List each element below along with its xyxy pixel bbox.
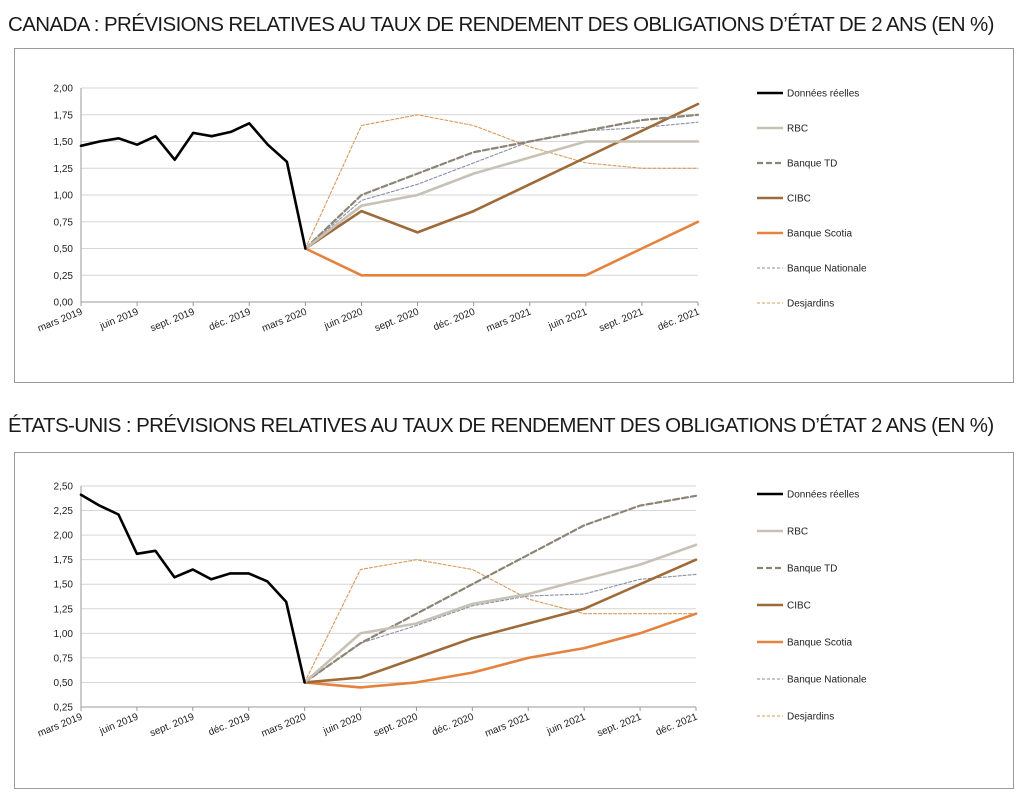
y-tick-label: 2,50: [54, 482, 74, 493]
x-tick-label: mars 2020: [260, 711, 308, 739]
y-tick-label: 0,25: [54, 271, 74, 282]
x-tick-label: sept. 2019: [149, 306, 197, 334]
series-line-cibc: [304, 102, 700, 250]
x-tick-label: juin 2019: [98, 306, 141, 332]
series-line-donn-es-r-elles: [79, 122, 307, 250]
x-tick-label: juin 2020: [321, 711, 364, 737]
y-tick-label: 0,50: [54, 244, 74, 255]
y-tick-label: 0,75: [54, 217, 74, 228]
canada-chart-frame: 0,00 0,25 0,50 0,75 1,00 1,25 1,50 1,75 2,00 mars…: [14, 48, 1014, 383]
us-chart-frame: 0,25 0,50 0,75 1,00 1,25 1,50 1,75 2,00 2,25 2,50…: [14, 452, 1014, 789]
y-tick-label: 0,00: [54, 298, 74, 309]
legend-label: RBC: [787, 124, 808, 135]
y-tick-label: 1,25: [54, 164, 74, 175]
legend-label: Banque Nationale: [787, 675, 867, 686]
legend-label: Banque Scotia: [787, 229, 852, 240]
legend-label: RBC: [787, 527, 808, 538]
us-chart: 0,25 0,50 0,75 1,00 1,25 1,50 1,75 2,00 2,25 2,50…: [36, 482, 867, 740]
series-line-banque-scotia: [304, 220, 700, 277]
y-tick-label: 1,75: [54, 110, 74, 121]
y-tick-label: 1,00: [54, 191, 74, 202]
y-tick-label: 0,75: [54, 653, 74, 664]
series-line-rbc: [304, 140, 700, 250]
y-tick-label: 1,00: [54, 629, 74, 640]
x-tick-label: juin 2021: [546, 306, 589, 332]
series-line-banque-scotia: [303, 612, 698, 689]
legend-label: CIBC: [787, 601, 811, 612]
y-tick-label: 1,25: [54, 604, 74, 615]
legend-label: CIBC: [787, 194, 811, 205]
series-line-desjardins: [304, 114, 699, 250]
x-tick-label: sept. 2021: [596, 711, 644, 739]
y-tick-label: 2,00: [54, 84, 74, 95]
x-tick-label: mars 2019: [36, 711, 84, 739]
us-chart-title: ÉTATS-UNIS : PRÉVISIONS RELATIVES AU TAU…: [8, 414, 994, 437]
legend-label: Banque TD: [787, 564, 837, 575]
legend-label: Desjardins: [787, 712, 834, 723]
series-line-desjardins: [304, 559, 697, 683]
x-tick-label: déc. 2020: [431, 711, 476, 738]
x-tick-label: déc. 2019: [207, 711, 252, 738]
y-tick-label: 1,75: [54, 555, 74, 566]
x-tick-label: déc. 2021: [656, 306, 701, 333]
series-line-cibc: [303, 558, 698, 684]
x-tick-label: juin 2021: [545, 711, 588, 737]
x-tick-label: juin 2020: [322, 306, 365, 332]
x-tick-label: déc. 2021: [654, 711, 699, 738]
series-line-banque-td: [304, 113, 700, 250]
canada-chart: 0,00 0,25 0,50 0,75 1,00 1,25 1,50 1,75 2,00 mars…: [36, 84, 867, 335]
x-tick-label: sept. 2020: [372, 711, 420, 739]
y-tick-label: 0,50: [54, 678, 74, 689]
x-tick-label: sept. 2019: [149, 711, 197, 739]
y-tick-label: 2,25: [54, 506, 74, 517]
series-line-banque-td: [303, 494, 698, 684]
legend-label: Desjardins: [787, 299, 834, 310]
x-tick-label: sept. 2020: [373, 306, 421, 334]
series-line-rbc: [303, 543, 698, 684]
legend-label: Données réelles: [787, 89, 859, 100]
x-tick-label: mars 2021: [485, 306, 533, 334]
legend-label: Banque TD: [787, 159, 837, 170]
x-tick-label: déc. 2019: [208, 306, 253, 333]
y-tick-label: 0,25: [54, 703, 74, 714]
legend-label: Banque Nationale: [787, 264, 867, 275]
x-tick-label: sept. 2021: [598, 306, 646, 334]
series-line-banque-nationale: [304, 573, 697, 683]
x-tick-label: mars 2020: [261, 306, 309, 334]
x-tick-label: mars 2019: [36, 306, 84, 334]
series-line-banque-nationale: [304, 121, 699, 250]
x-tick-label: mars 2021: [483, 711, 531, 739]
y-tick-label: 2,00: [54, 531, 74, 542]
legend-label: Données réelles: [787, 490, 859, 501]
x-tick-label: juin 2019: [97, 711, 140, 737]
series-line-donn-es-r-elles: [79, 493, 306, 684]
canada-chart-title: CANADA : PRÉVISIONS RELATIVES AU TAUX DE…: [8, 13, 994, 36]
legend-label: Banque Scotia: [787, 638, 852, 649]
x-tick-label: déc. 2020: [432, 306, 477, 333]
y-tick-label: 1,50: [54, 137, 74, 148]
y-tick-label: 1,50: [54, 580, 74, 591]
